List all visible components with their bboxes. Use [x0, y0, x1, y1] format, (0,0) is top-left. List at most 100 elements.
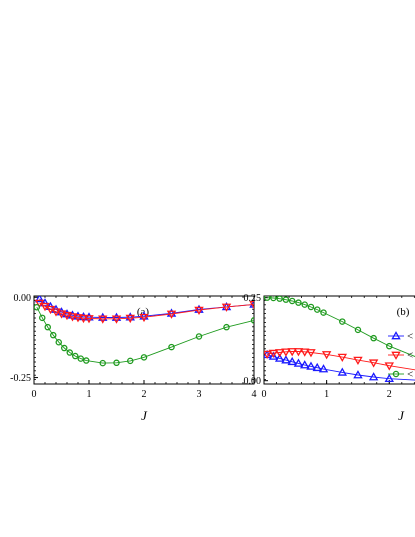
y-tick-label: 0.00	[14, 293, 32, 304]
legend-marker	[391, 331, 401, 340]
data-point-series-1	[139, 311, 149, 320]
data-point-series-3	[77, 355, 85, 362]
data-point-series-1	[125, 312, 135, 321]
data-point-series-2	[353, 356, 363, 366]
data-point-series-1	[281, 355, 291, 364]
data-point-series-3	[386, 342, 393, 350]
panel-label: (b)	[397, 306, 410, 318]
data-point-series-1	[306, 361, 316, 370]
data-point-series-2	[73, 314, 83, 323]
data-point-series-2	[125, 314, 135, 324]
data-point-series-2	[293, 348, 304, 357]
data-point-series-2	[321, 351, 332, 360]
legend-label: <	[407, 331, 413, 343]
series-group	[264, 296, 415, 383]
data-point-series-3	[168, 343, 175, 351]
data-point-series-2	[287, 348, 297, 357]
data-point-series-2	[368, 359, 379, 368]
data-point-series-2	[274, 349, 285, 358]
data-point-series-3	[301, 301, 308, 308]
data-point-series-1	[111, 312, 122, 321]
data-point-series-3	[44, 323, 52, 331]
data-point-series-1	[34, 296, 45, 303]
data-point-series-2	[221, 303, 232, 312]
data-point-series-2	[84, 315, 94, 324]
data-point-series-3	[34, 303, 40, 311]
data-point-series-3	[195, 333, 203, 340]
data-point-series-3	[140, 354, 148, 361]
x-axis-label: J	[398, 408, 405, 423]
data-point-series-1	[353, 370, 363, 379]
data-point-series-1	[194, 304, 204, 313]
legend-label: <	[407, 369, 413, 381]
data-point-series-1	[40, 298, 50, 307]
chart-panel-1: 0 1 2 3 40.00-0.25J(a)	[10, 293, 257, 423]
data-point-series-1	[84, 312, 94, 321]
data-point-series-3	[320, 309, 327, 316]
legend-marker	[392, 370, 400, 378]
series-group	[34, 296, 254, 367]
data-point-series-3	[39, 314, 46, 322]
data-point-series-3	[223, 323, 230, 331]
data-point-series-2	[78, 314, 89, 324]
data-point-series-2	[111, 315, 122, 324]
data-point-series-3	[66, 349, 74, 356]
data-point-series-1	[287, 356, 297, 366]
data-point-series-2	[51, 308, 61, 317]
legend: < < <	[388, 331, 413, 381]
data-point-series-3	[370, 334, 377, 342]
data-point-series-2	[56, 310, 67, 319]
data-point-series-3	[127, 357, 134, 365]
data-point-series-3	[113, 359, 120, 367]
x-tick-label: 2	[387, 389, 392, 400]
chart-panel-2: 0 1 2 0.25 0.00 J (b) < < <	[244, 293, 415, 423]
data-point-series-2	[306, 349, 316, 358]
legend-marker	[391, 351, 401, 360]
x-tick-label: 1	[324, 389, 329, 400]
data-point-series-1	[368, 372, 379, 381]
data-point-series-2	[337, 353, 348, 363]
data-point-series-3	[339, 318, 346, 325]
data-point-series-2	[139, 313, 149, 323]
data-point-series-2	[67, 313, 78, 322]
data-point-series-2	[166, 310, 177, 319]
data-point-series-1	[274, 353, 285, 362]
data-point-series-3	[354, 326, 362, 334]
data-point-series-3	[270, 296, 277, 302]
data-point-series-2	[299, 348, 310, 357]
data-point-series-1	[166, 308, 177, 317]
data-point-series-3	[99, 359, 107, 367]
data-point-series-3	[55, 338, 63, 346]
x-tick-label: 0	[32, 389, 37, 400]
x-tick-label: 1	[87, 389, 92, 400]
data-point-series-2	[62, 311, 72, 321]
data-point-series-2	[194, 306, 204, 316]
x-tick-label: 4	[252, 389, 257, 400]
data-point-series-1	[337, 367, 348, 376]
data-point-series-2	[281, 348, 291, 357]
data-point-series-1	[318, 364, 329, 373]
y-tick-label: 0.25	[244, 293, 262, 304]
legend-label: <	[407, 350, 413, 362]
data-point-series-3	[264, 296, 271, 301]
data-point-series-3	[72, 352, 79, 360]
x-tick-label: 0	[262, 389, 267, 400]
data-point-series-3	[288, 297, 296, 305]
plot-frame	[263, 295, 415, 385]
y-tick-label: 0.00	[244, 376, 262, 387]
x-axis-label: J	[141, 408, 148, 423]
data-point-series-3	[61, 344, 68, 352]
data-point-series-3	[276, 296, 283, 302]
data-point-series-1	[299, 360, 310, 369]
data-point-series-3	[307, 303, 315, 311]
data-point-series-2	[98, 315, 108, 324]
data-point-series-1	[268, 351, 279, 360]
data-point-series-2	[268, 349, 279, 359]
data-point-series-1	[98, 312, 108, 321]
x-tick-label: 2	[142, 389, 147, 400]
data-point-series-2	[384, 362, 395, 371]
data-point-series-1	[293, 358, 304, 367]
data-point-series-3	[250, 317, 254, 324]
data-point-series-3	[83, 357, 90, 364]
